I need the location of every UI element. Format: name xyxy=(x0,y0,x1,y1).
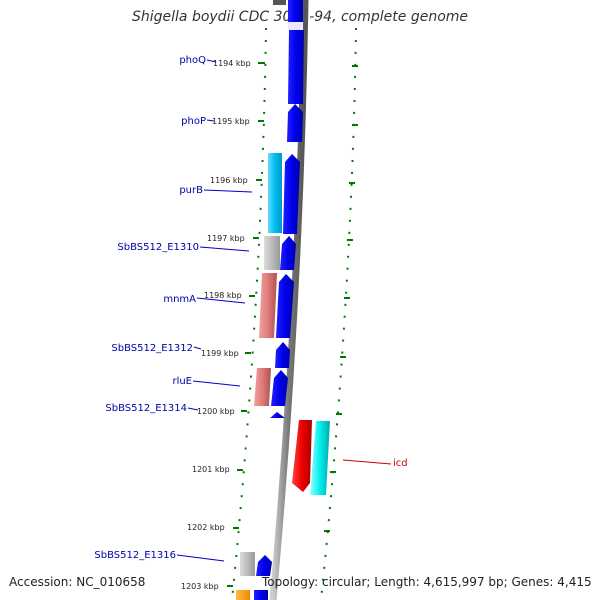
gene-arrow-e1312 xyxy=(275,342,290,368)
kbp-tick-labels: 1194 kbp 1195 kbp 1196 kbp 1197 kbp 1198 kbp… xyxy=(181,59,251,591)
gene-labels: phoQ phoP purB SbBS512_E1310 mnmA SbBS512_E13… xyxy=(94,55,407,561)
backbone-cap xyxy=(273,0,286,5)
gene-arrow-purb xyxy=(283,154,300,234)
icd-label-line xyxy=(342,459,392,465)
gene-arrow-top-pale xyxy=(288,22,303,30)
kbp-tick-label: 1203 kbp xyxy=(181,582,219,591)
gene-label-sbbs512_e1312[interactable]: SbBS512_E1312 xyxy=(111,343,193,354)
gene-arrow-e1310 xyxy=(280,236,296,270)
gene-arrow-icd-red xyxy=(292,420,312,492)
gene-block-rlue xyxy=(254,368,271,406)
gene-label-rlue[interactable]: rluE xyxy=(172,376,192,387)
gene-arrow-rlue xyxy=(271,370,288,406)
gene-block-e1310 xyxy=(264,236,280,270)
gene-block-purb xyxy=(268,153,282,233)
gene-label-mnma[interactable]: mnmA xyxy=(163,294,196,305)
gene-label-phoq[interactable]: phoQ xyxy=(179,55,206,66)
kbp-tick-label: 1196 kbp xyxy=(210,176,248,185)
gene-label-purb[interactable]: purB xyxy=(179,185,203,196)
kbp-tick-label: 1197 kbp xyxy=(207,234,245,243)
gene-arrow-e1316 xyxy=(256,555,272,576)
gene-arrow-phoq xyxy=(288,30,304,104)
genome-summary-text: Topology: circular; Length: 4,615,997 bp… xyxy=(262,575,592,589)
kbp-tick-label: 1199 kbp xyxy=(201,349,239,358)
gene-label-lines xyxy=(176,59,253,562)
kbp-tick-label: 1195 kbp xyxy=(212,117,250,126)
kbp-tick-label: 1201 kbp xyxy=(192,465,230,474)
gene-arrow-bottom xyxy=(254,590,268,600)
icd-genes xyxy=(292,420,330,495)
gene-label-sbbs512_e1314[interactable]: SbBS512_E1314 xyxy=(105,403,187,414)
kbp-tick-label: 1202 kbp xyxy=(187,523,225,532)
kbp-tick-label: 1194 kbp xyxy=(213,59,251,68)
accession-text: Accession: NC_010658 xyxy=(9,575,146,589)
gene-block-mnma xyxy=(259,273,277,338)
inner-track-ticks xyxy=(227,62,265,587)
gene-label-sbbs512_e1316[interactable]: SbBS512_E1316 xyxy=(94,550,176,561)
gene-arrow-top xyxy=(288,0,303,22)
gene-arrow-small xyxy=(270,412,285,418)
gene-arrow-icd-cyan xyxy=(310,421,330,495)
gene-label-icd[interactable]: icd xyxy=(393,458,408,469)
gene-label-phop[interactable]: phoP xyxy=(181,116,206,127)
reverse-genes xyxy=(236,153,282,600)
outer-track-right xyxy=(320,27,357,600)
gene-arrow-mnma xyxy=(276,274,294,338)
gene-label-sbbs512_e1310[interactable]: SbBS512_E1310 xyxy=(117,242,199,253)
gene-block-e1316 xyxy=(240,552,255,576)
kbp-tick-label: 1200 kbp xyxy=(197,407,235,416)
gene-arrow-phop xyxy=(287,104,303,142)
gene-block-orange xyxy=(236,590,250,600)
forward-genes xyxy=(254,0,304,600)
kbp-tick-label: 1198 kbp xyxy=(204,291,242,300)
outer-track-ticks xyxy=(324,65,358,532)
